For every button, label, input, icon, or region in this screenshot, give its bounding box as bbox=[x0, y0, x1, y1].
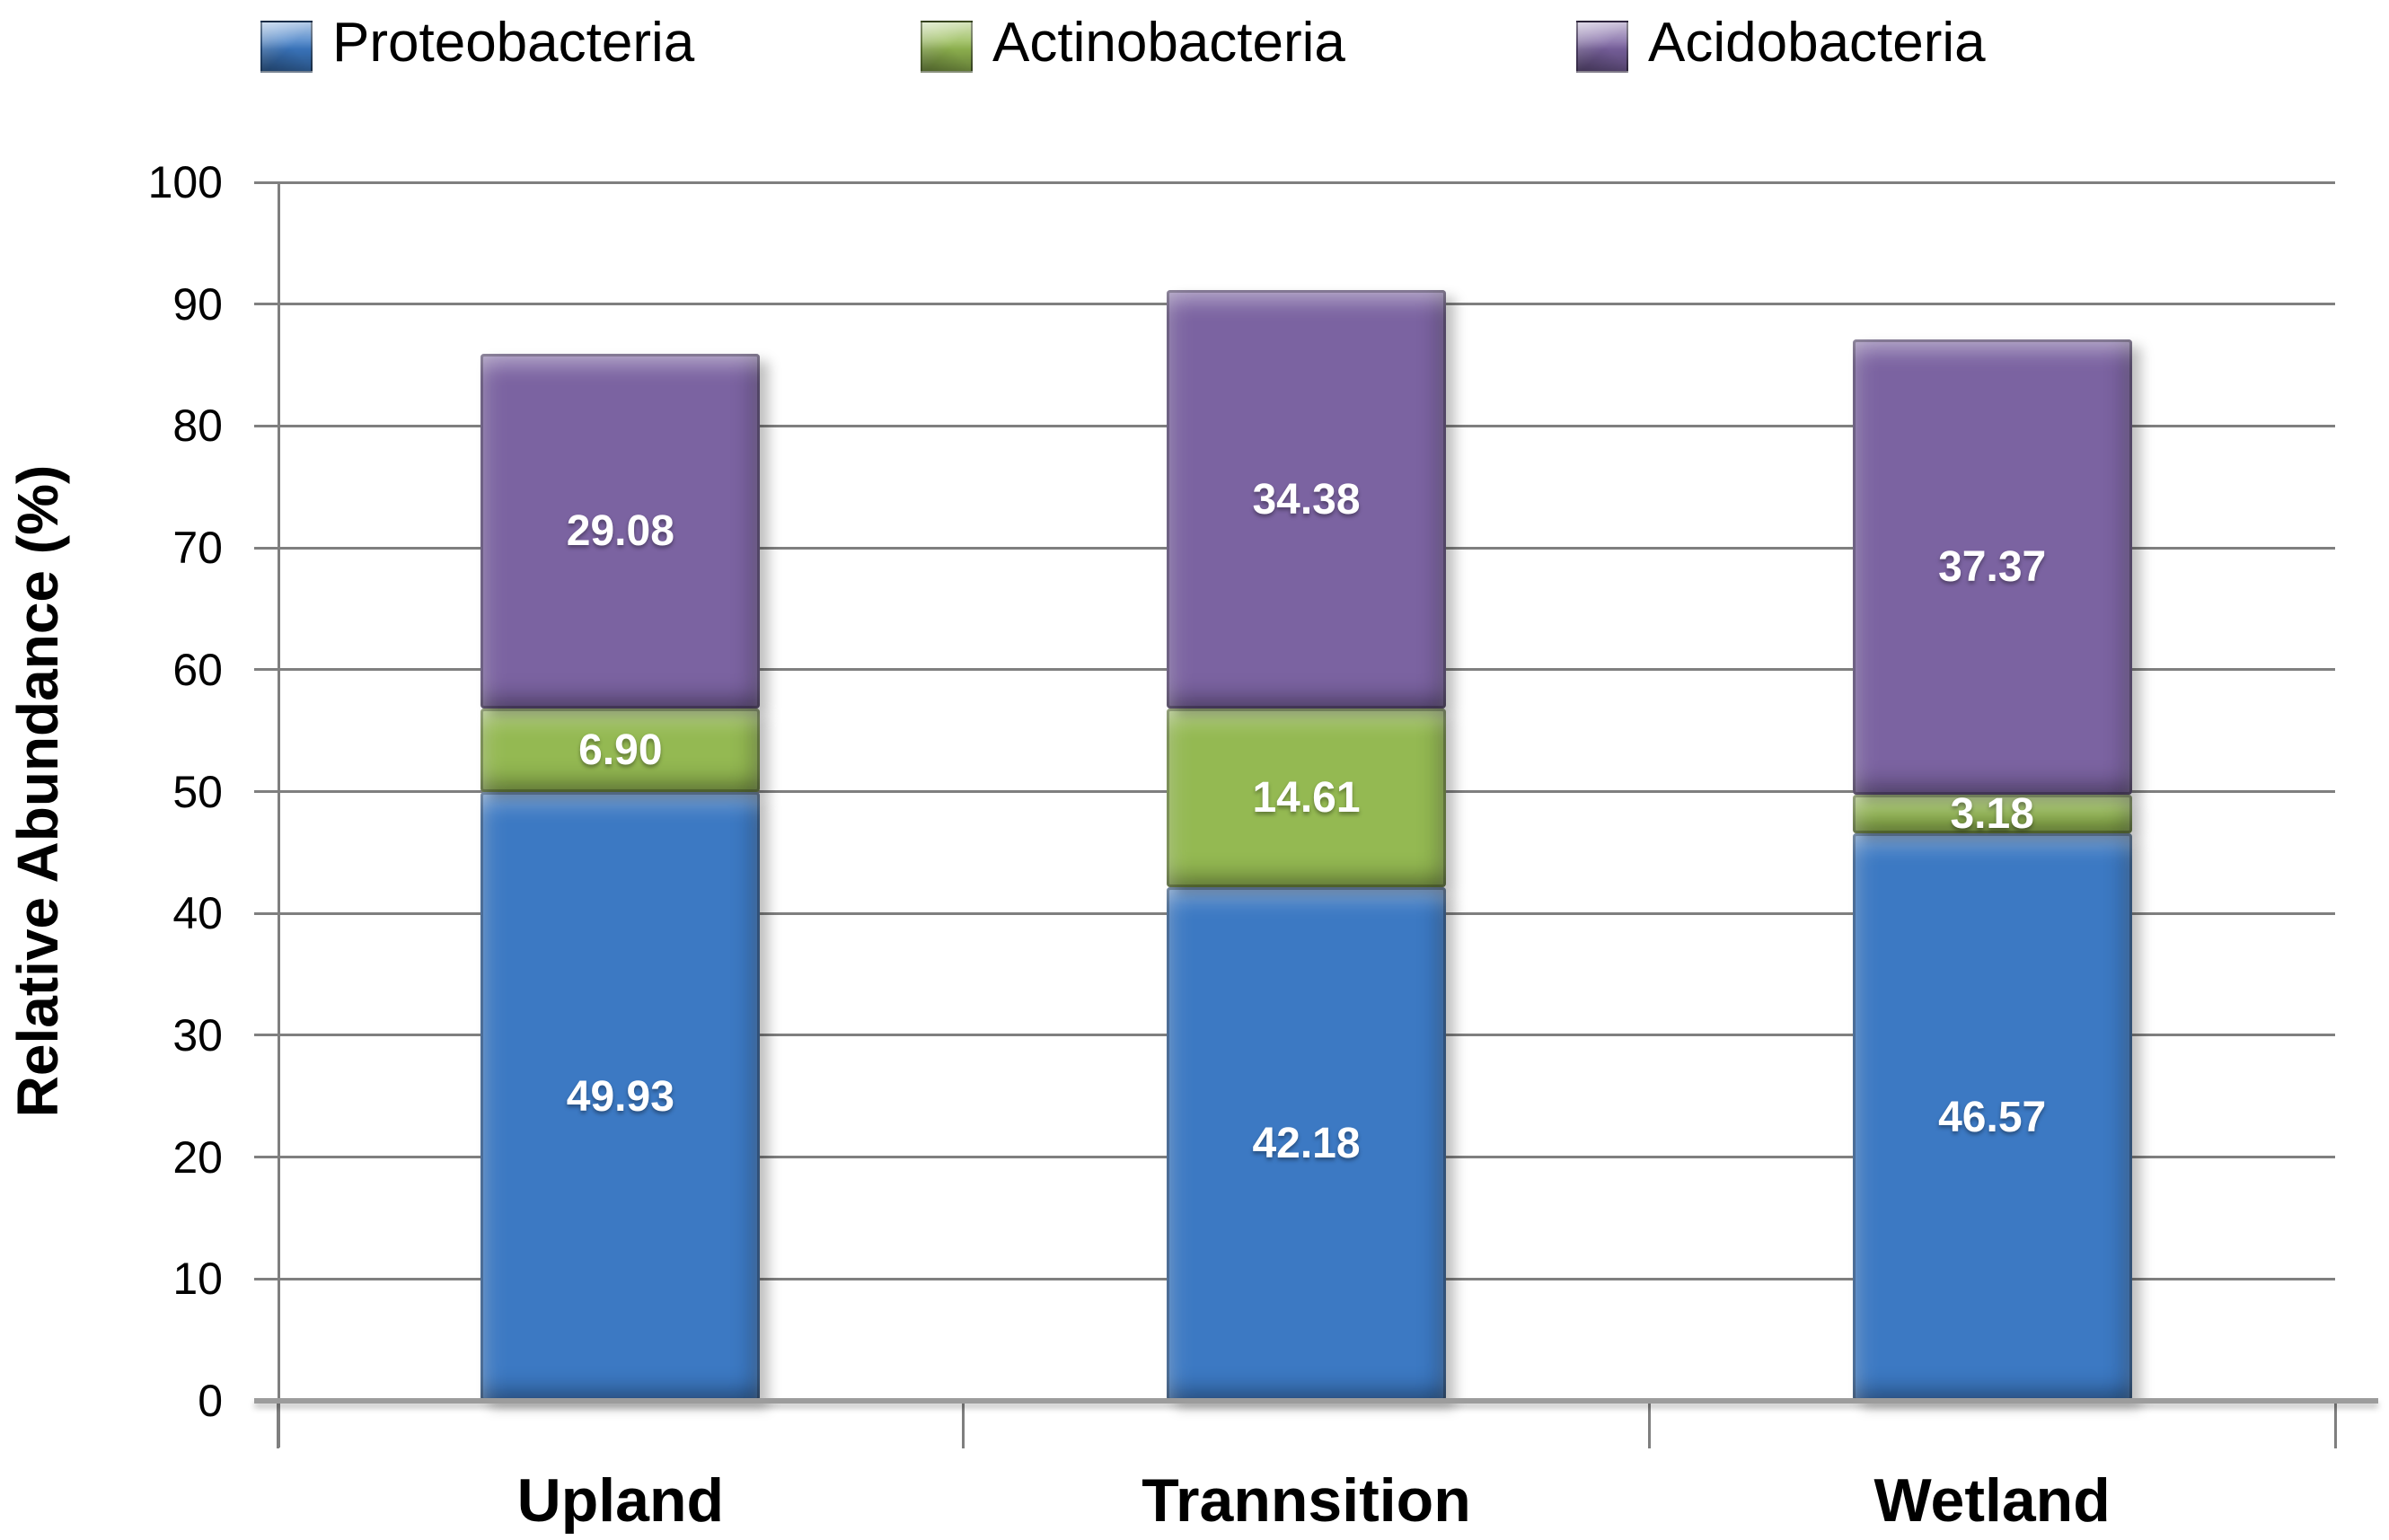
y-axis-tick bbox=[254, 1277, 278, 1280]
bar-segment-actinobacteria: 3.18 bbox=[1852, 790, 2132, 838]
legend-label: Actinobacteria bbox=[992, 12, 1345, 74]
y-axis-tick bbox=[254, 546, 278, 550]
legend-item-proteobacteria: Proteobacteria bbox=[260, 11, 694, 75]
y-tick-label: 0 bbox=[198, 1376, 223, 1426]
bar-value-label: 3.18 bbox=[1950, 789, 2034, 838]
y-axis-tick bbox=[254, 1034, 278, 1037]
legend-swatch-acidobacteria-icon bbox=[1576, 20, 1628, 73]
bar-segment-acidobacteria: 37.37 bbox=[1852, 339, 2132, 795]
bar-value-label: 34.38 bbox=[1252, 475, 1361, 524]
y-tick-label: 90 bbox=[172, 278, 223, 330]
y-tick-label: 60 bbox=[172, 644, 223, 695]
bar-value-label: 37.37 bbox=[1938, 542, 2047, 591]
y-tick-label: 80 bbox=[172, 400, 223, 452]
bar-segment-proteobacteria: 46.57 bbox=[1852, 833, 2132, 1401]
x-axis-line bbox=[254, 1398, 2378, 1404]
y-axis-tick bbox=[254, 1156, 278, 1159]
legend-swatch-proteobacteria-icon bbox=[260, 20, 313, 73]
x-axis-tick bbox=[1647, 1404, 1651, 1448]
bar-value-label: 29.08 bbox=[566, 507, 674, 556]
bar-segment-proteobacteria: 42.18 bbox=[1167, 886, 1446, 1401]
legend-label: Acidobacteria bbox=[1648, 12, 1986, 74]
bar-value-label: 46.57 bbox=[1938, 1093, 2047, 1141]
legend-item-actinobacteria: Actinobacteria bbox=[921, 11, 1345, 75]
bar-trannsition: 42.18 14.61 34.38 bbox=[1167, 289, 1446, 1401]
legend-label: Proteobacteria bbox=[332, 12, 695, 74]
y-tick-label: 20 bbox=[172, 1131, 223, 1183]
y-tick-label: 40 bbox=[172, 888, 223, 939]
gridline bbox=[278, 180, 2335, 184]
y-axis-line bbox=[278, 182, 280, 1448]
x-axis-tick bbox=[276, 1404, 279, 1448]
bar-segment-acidobacteria: 29.08 bbox=[480, 354, 761, 708]
y-tick-label: 10 bbox=[172, 1254, 223, 1305]
bar-segment-proteobacteria: 49.93 bbox=[480, 792, 761, 1401]
x-category-label: Trannsition bbox=[1142, 1466, 1471, 1535]
bar-segment-acidobacteria: 34.38 bbox=[1167, 289, 1446, 709]
y-axis-tick bbox=[254, 180, 278, 184]
x-axis-tick bbox=[962, 1404, 965, 1448]
y-axis-tick bbox=[254, 911, 278, 915]
bar-value-label: 14.61 bbox=[1252, 774, 1361, 822]
bar-value-label: 42.18 bbox=[1252, 1120, 1361, 1168]
x-category-label: Wetland bbox=[1873, 1466, 2111, 1535]
y-axis-tick bbox=[254, 424, 278, 427]
bar-upland: 49.93 6.90 29.08 bbox=[480, 354, 761, 1401]
y-tick-label: 70 bbox=[172, 523, 223, 574]
y-axis-tick bbox=[254, 668, 278, 672]
y-axis-tick bbox=[254, 303, 278, 306]
y-tick-label: 50 bbox=[172, 766, 223, 817]
x-axis-tick bbox=[2333, 1404, 2337, 1448]
bar-wetland: 46.57 3.18 37.37 bbox=[1852, 339, 2132, 1401]
x-category-label: Upland bbox=[516, 1466, 725, 1535]
bar-value-label: 6.90 bbox=[578, 726, 663, 775]
y-axis-tick bbox=[254, 790, 278, 793]
y-tick-label: 30 bbox=[172, 1009, 223, 1060]
bar-segment-actinobacteria: 6.90 bbox=[480, 708, 761, 793]
bar-value-label: 49.93 bbox=[566, 1072, 674, 1121]
legend-item-acidobacteria: Acidobacteria bbox=[1576, 11, 1986, 75]
y-tick-label: 100 bbox=[147, 157, 223, 207]
legend-swatch-actinobacteria-icon bbox=[921, 20, 973, 73]
bar-segment-actinobacteria: 14.61 bbox=[1167, 708, 1446, 887]
